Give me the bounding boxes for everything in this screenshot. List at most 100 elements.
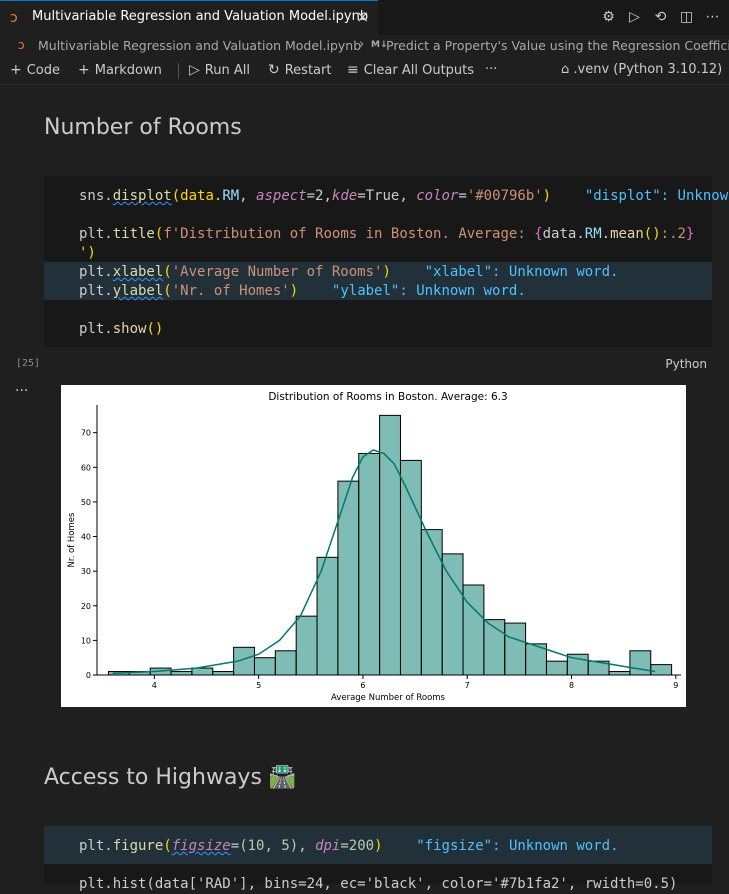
execution-count: [25] bbox=[16, 358, 41, 369]
x-tick-label: 9 bbox=[673, 681, 678, 690]
x-tick-label: 5 bbox=[256, 681, 261, 690]
run-icon[interactable]: ▷ bbox=[629, 9, 640, 25]
y-tick-label: 60 bbox=[81, 463, 91, 472]
kde-line bbox=[112, 449, 656, 675]
histogram-bar bbox=[650, 664, 673, 676]
section-heading-rooms: Number of Rooms bbox=[44, 115, 242, 140]
toolbar-more-button[interactable]: ··· bbox=[485, 62, 498, 77]
kde-curve bbox=[112, 449, 656, 675]
code-line: plt.show() bbox=[79, 321, 164, 337]
tab-notebook[interactable]: ↄ Multivariable Regression and Valuation… bbox=[0, 0, 378, 35]
histogram-bar bbox=[629, 650, 652, 676]
y-tick-label: 10 bbox=[81, 636, 91, 645]
section-heading-highways: Access to Highways 🛣️ bbox=[44, 765, 296, 790]
histogram-bar bbox=[420, 529, 443, 676]
run-all-label: Run All bbox=[204, 63, 250, 78]
heading-text: Access to Highways bbox=[44, 765, 262, 790]
spell-diagnostic: "ylabel": Unknown word. bbox=[331, 283, 526, 299]
bars bbox=[107, 414, 673, 676]
restart-button[interactable]: ↻ Restart bbox=[268, 62, 331, 78]
kernel-picker[interactable]: ⌂ .venv (Python 3.10.12) bbox=[561, 62, 722, 77]
x-tick-label: 6 bbox=[360, 681, 365, 690]
tab-bar: ↄ Multivariable Regression and Valuation… bbox=[0, 0, 729, 35]
histogram-bar bbox=[191, 667, 214, 676]
code-cell-rooms[interactable]: sns.displot(data.RM, aspect=2,kde=True, … bbox=[44, 176, 729, 347]
histogram-bar bbox=[608, 671, 631, 676]
x-tick-label: 7 bbox=[465, 681, 470, 690]
histogram-bar bbox=[274, 650, 297, 676]
breadcrumb-file[interactable]: Multivariable Regression and Valuation M… bbox=[38, 38, 362, 53]
restart-label: Restart bbox=[284, 63, 332, 78]
spell-diagnostic: "xlabel": Unknown word. bbox=[424, 264, 619, 280]
histogram-bar bbox=[441, 553, 464, 676]
chevron-right-icon: › bbox=[359, 37, 365, 52]
add-code-cell-button[interactable]: + Code bbox=[10, 62, 60, 78]
histogram-bar bbox=[399, 459, 422, 676]
x-tick-label: 4 bbox=[152, 681, 157, 690]
line-highlight bbox=[44, 262, 712, 300]
code-line: ') bbox=[79, 245, 96, 261]
histogram-bar bbox=[212, 671, 235, 676]
run-all-icon: ▷ bbox=[189, 62, 200, 78]
history-icon[interactable]: ⟲ bbox=[654, 9, 667, 25]
code-cell-highways[interactable]: plt.figure(figsize=(10, 5), dpi=200) "fi… bbox=[44, 826, 712, 892]
output-more-icon[interactable]: ··· bbox=[15, 383, 29, 399]
x-axis-label: Average Number of Rooms bbox=[331, 693, 446, 703]
kernel-label: .venv (Python 3.10.12) bbox=[573, 62, 723, 77]
cell-language-picker[interactable]: Python bbox=[665, 357, 707, 371]
code-line: plt.xlabel('Average Number of Rooms') "x… bbox=[79, 264, 619, 280]
settings-gear-icon[interactable]: ⚙ bbox=[602, 9, 615, 25]
histogram-bar bbox=[295, 615, 318, 676]
y-tick-label: 50 bbox=[81, 498, 91, 507]
breadcrumb: ↄ Multivariable Regression and Valuation… bbox=[0, 35, 729, 57]
histogram-bar bbox=[253, 657, 276, 676]
code-line: plt.hist(data['RAD'], bins=24, ec='black… bbox=[79, 876, 678, 892]
add-markdown-label: Markdown bbox=[94, 63, 162, 78]
code-line: plt.figure(figsize=(10, 5), dpi=200) "fi… bbox=[79, 838, 619, 854]
more-actions-icon[interactable]: ⋯ bbox=[705, 9, 720, 25]
add-code-label: Code bbox=[26, 63, 61, 78]
y-axis-label: Nr. of Homes bbox=[67, 512, 77, 567]
spell-diagnostic: "figsize": Unknown word. bbox=[416, 838, 619, 854]
toolbar-divider bbox=[178, 63, 179, 79]
y-tick-label: 30 bbox=[81, 567, 91, 576]
motorway-emoji-icon: 🛣️ bbox=[268, 765, 297, 790]
y-tick-label: 40 bbox=[81, 533, 91, 542]
histogram-bar bbox=[358, 452, 381, 676]
jupyter-icon: ↄ bbox=[18, 38, 25, 52]
histogram-bar bbox=[462, 584, 485, 676]
close-icon[interactable]: × bbox=[356, 7, 370, 26]
jupyter-icon: ↄ bbox=[10, 10, 18, 26]
breadcrumb-section[interactable]: Predict a Property's Value using the Reg… bbox=[386, 38, 729, 53]
run-all-button[interactable]: ▷ Run All bbox=[189, 62, 250, 78]
markdown-icon: M↓ bbox=[371, 40, 388, 50]
add-markdown-cell-button[interactable]: + Markdown bbox=[78, 62, 162, 78]
clear-all-icon: ≡ bbox=[347, 62, 359, 78]
plus-icon: + bbox=[78, 62, 90, 78]
tab-title: Multivariable Regression and Valuation M… bbox=[32, 9, 369, 24]
kernel-icon: ⌂ bbox=[561, 62, 574, 77]
axes: 0 10 20 30 40 50 60 70 4 5 6 7 8 9 bbox=[81, 405, 681, 690]
chart-title: Distribution of Rooms in Boston. Average… bbox=[268, 391, 507, 403]
editor-actions: ⚙ ▷ ⟲ ◫ ⋯ bbox=[600, 7, 721, 27]
notebook-toolbar: + Code + Markdown ▷ Run All ↻ Restart ≡ Clear… bbox=[0, 58, 729, 85]
restart-icon: ↻ bbox=[268, 62, 280, 78]
line-highlight bbox=[44, 826, 712, 864]
code-line: plt.title(f'Distribution of Rooms in Bos… bbox=[79, 226, 695, 242]
histogram-bar bbox=[170, 671, 193, 676]
clear-outputs-button[interactable]: ≡ Clear All Outputs bbox=[347, 62, 474, 78]
y-tick-label: 0 bbox=[86, 671, 91, 680]
spell-diagnostic: "displot": Unknown bbox=[584, 188, 729, 204]
histogram-bar bbox=[545, 660, 568, 676]
code-line: plt.ylabel('Nr. of Homes') "ylabel": Unk… bbox=[79, 283, 526, 299]
histogram-bar bbox=[379, 414, 401, 676]
code-line: sns.displot(data.RM, aspect=2,kde=True, … bbox=[79, 187, 729, 206]
y-tick-label: 70 bbox=[81, 429, 91, 438]
x-tick-label: 8 bbox=[569, 681, 574, 690]
plot-output: Distribution of Rooms in Boston. Average… bbox=[61, 385, 686, 707]
y-tick-label: 20 bbox=[81, 602, 91, 611]
clear-outputs-label: Clear All Outputs bbox=[363, 63, 475, 78]
split-editor-icon[interactable]: ◫ bbox=[679, 9, 694, 25]
plus-icon: + bbox=[10, 62, 22, 78]
histogram-bar bbox=[504, 622, 527, 676]
